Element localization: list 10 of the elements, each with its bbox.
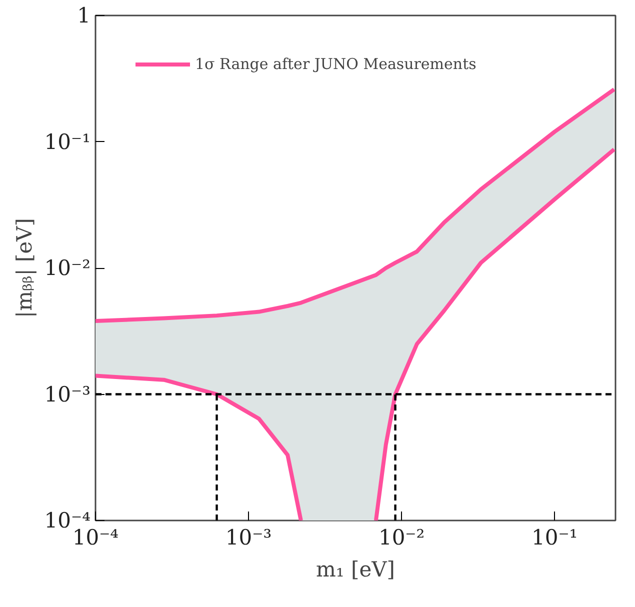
y-tick-label: 10⁻² [44,256,91,280]
y-tick-label: 10⁻³ [44,382,91,406]
y-tick-label: 1 [77,4,91,28]
x-tick-label: 10⁻¹ [531,526,578,550]
y-axis-title: |mᵦᵦ| [eV] [12,218,36,318]
x-tick-label: 10⁻² [378,526,425,550]
x-tick-label: 10⁻³ [225,526,272,550]
legend-label: 1σ Range after JUNO Measurements [195,55,476,73]
x-axis-title: m₁ [eV] [316,558,396,582]
y-tick-label: 10⁻¹ [44,130,91,154]
